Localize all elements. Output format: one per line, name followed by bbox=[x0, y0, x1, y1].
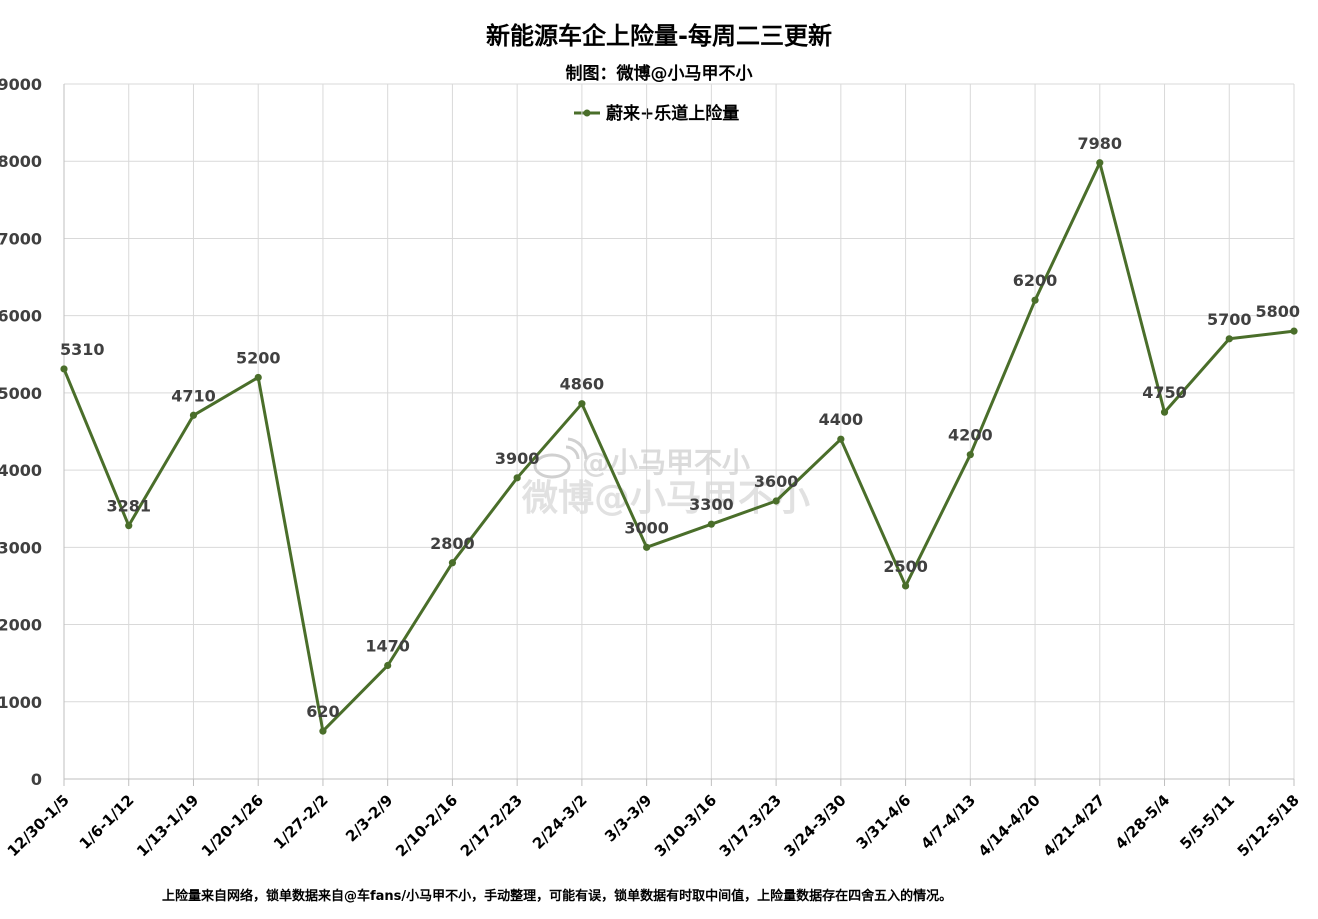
data-label: 2800 bbox=[430, 534, 475, 553]
data-label: 3900 bbox=[495, 449, 540, 468]
x-tick-label: 3/10-3/16 bbox=[651, 791, 720, 860]
watermark: @小马甲不小 微博@小马甲不小 bbox=[521, 437, 810, 519]
x-tick-label: 3/17-3/23 bbox=[716, 791, 785, 860]
y-axis-ticks: 0 1000 2000 3000 4000 5000 6000 7000 8000 9000 bbox=[0, 75, 42, 789]
data-point bbox=[837, 435, 845, 443]
weibo-icon bbox=[533, 437, 588, 479]
data-label: 4710 bbox=[171, 386, 216, 405]
x-tick-label: 1/6-1/12 bbox=[76, 791, 138, 853]
x-tick-label: 3/31-4/6 bbox=[853, 791, 915, 853]
data-label: 3281 bbox=[106, 497, 151, 516]
data-label: 5200 bbox=[236, 348, 281, 367]
legend-marker bbox=[583, 109, 591, 117]
y-tick-label: 0 bbox=[31, 770, 42, 789]
data-label: 4400 bbox=[819, 410, 864, 429]
x-tick-label: 5/12-5/18 bbox=[1234, 791, 1303, 860]
x-tick-label: 4/28-5/4 bbox=[1112, 791, 1174, 853]
data-point bbox=[1160, 408, 1169, 416]
grid bbox=[64, 83, 1295, 779]
y-tick-label: 1000 bbox=[0, 693, 42, 712]
data-point bbox=[189, 411, 198, 419]
x-tick-label: 2/17-2/23 bbox=[457, 791, 526, 860]
series-line bbox=[62, 161, 1295, 733]
data-point bbox=[384, 661, 392, 670]
series-nio-ledao bbox=[60, 159, 1298, 735]
data-point bbox=[448, 559, 457, 567]
data-label: 5800 bbox=[1255, 302, 1300, 321]
data-point bbox=[901, 582, 910, 590]
x-tick-label: 2/10-2/16 bbox=[392, 791, 461, 860]
data-point bbox=[125, 522, 133, 530]
data-point bbox=[513, 474, 521, 482]
data-label: 3300 bbox=[689, 495, 734, 514]
data-label: 2500 bbox=[883, 557, 928, 576]
x-tick-label: 5/5-5/11 bbox=[1176, 791, 1238, 853]
y-tick-label: 3000 bbox=[0, 538, 42, 557]
x-tick-label: 2/24-3/2 bbox=[529, 791, 591, 853]
data-point bbox=[319, 727, 327, 735]
data-label: 4200 bbox=[948, 426, 993, 445]
x-tick-label: 1/13-1/19 bbox=[133, 791, 202, 860]
y-tick-label: 2000 bbox=[0, 616, 42, 635]
x-tick-label: 1/20-1/26 bbox=[198, 791, 267, 860]
legend-label: 蔚来+乐道上险量 bbox=[606, 103, 739, 124]
y-tick-label: 9000 bbox=[0, 75, 42, 94]
data-label: 3000 bbox=[624, 518, 669, 537]
data-point bbox=[966, 451, 974, 459]
watermark-line2: 微博@小马甲不小 bbox=[521, 478, 810, 519]
data-label: 6200 bbox=[1013, 271, 1058, 290]
data-label: 5700 bbox=[1207, 310, 1252, 329]
data-point bbox=[707, 520, 715, 528]
x-tick-label: 2/3-2/9 bbox=[342, 791, 396, 845]
y-tick-label: 4000 bbox=[0, 461, 42, 480]
data-point bbox=[578, 400, 586, 408]
x-tick-label: 3/3-3/9 bbox=[601, 791, 655, 845]
data-point bbox=[1096, 159, 1104, 167]
data-point bbox=[643, 543, 651, 551]
x-tick-label: 4/14-4/20 bbox=[975, 791, 1044, 860]
y-tick-label: 8000 bbox=[0, 152, 42, 171]
data-point bbox=[1225, 335, 1233, 343]
x-tick-label: 4/21-4/27 bbox=[1039, 791, 1108, 860]
data-labels: 5310 3281 4710 5200 620 1470 2800 3900 4860 3000 3… bbox=[60, 134, 1300, 721]
data-point bbox=[60, 365, 68, 373]
y-tick-label: 7000 bbox=[0, 229, 42, 248]
x-tick-label: 4/7-4/13 bbox=[917, 791, 979, 853]
data-point bbox=[1290, 327, 1298, 335]
chart-subtitle: 制图：微博@小马甲不小 bbox=[566, 63, 753, 84]
axes bbox=[63, 84, 1295, 786]
y-tick-label: 5000 bbox=[0, 384, 42, 403]
x-tick-label: 1/27-2/2 bbox=[270, 791, 332, 853]
data-point bbox=[772, 497, 780, 505]
data-point bbox=[1031, 296, 1039, 304]
data-label: 3600 bbox=[754, 472, 799, 491]
data-label: 7980 bbox=[1078, 134, 1123, 153]
data-point bbox=[254, 373, 262, 382]
data-label: 5310 bbox=[60, 340, 105, 359]
x-tick-label: 3/24-3/30 bbox=[781, 791, 850, 860]
legend: 蔚来+乐道上险量 bbox=[574, 103, 739, 124]
data-label: 4750 bbox=[1142, 383, 1187, 402]
data-label: 4860 bbox=[560, 375, 605, 394]
chart-title: 新能源车企上险量-每周二三更新 bbox=[486, 22, 832, 50]
y-tick-label: 6000 bbox=[0, 307, 42, 326]
x-tick-label: 12/30-1/5 bbox=[4, 791, 73, 860]
data-label: 620 bbox=[306, 702, 339, 721]
footnote: 上险量来自网络，锁单数据来自@车fans/小马甲不小，手动整理，可能有误，锁单数… bbox=[162, 888, 952, 904]
data-label: 1470 bbox=[365, 636, 410, 655]
x-axis-ticks: 12/30-1/5 1/6-1/121/13-1/191/20-1/26 1/27-… bbox=[4, 791, 1303, 860]
